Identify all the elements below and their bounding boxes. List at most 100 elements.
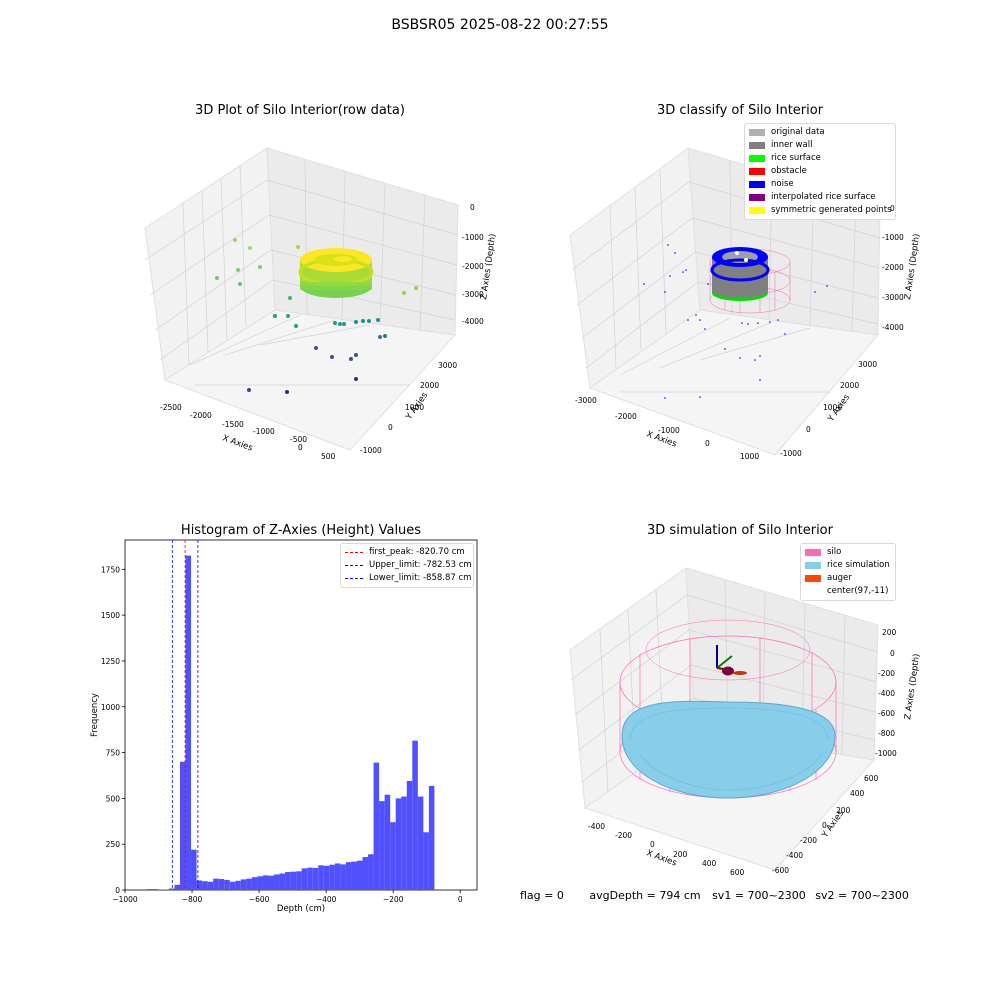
- histogram-bar: [296, 871, 302, 890]
- plot2-classified-cylinder: [710, 247, 770, 301]
- histogram-y-tick-label: 250: [106, 840, 121, 849]
- plot4-legend: silo rice simulation auger center(97,-11…: [800, 543, 896, 601]
- plot4-ztick: -1000: [875, 749, 897, 758]
- histogram-bar: [279, 873, 286, 890]
- histogram-bar: [174, 884, 180, 890]
- plot4-xtick: 600: [730, 868, 745, 877]
- legend-swatch: [805, 562, 821, 569]
- plot2-xtick: 1000: [740, 452, 759, 461]
- status-avg-depth: avgDepth = 794 cm: [589, 889, 701, 902]
- legend-item-inner-wall: inner wall: [749, 139, 891, 152]
- histogram-bar: [152, 889, 158, 890]
- histogram-bar: [423, 832, 429, 890]
- histogram-bar: [379, 801, 385, 890]
- histogram-y-tick-label: 0: [115, 886, 120, 895]
- status-line: flag = 0 avgDepth = 794 cm sv1 = 700~230…: [520, 889, 913, 902]
- plot2-floor-pane: [588, 309, 879, 456]
- histogram-y-tick-label: 500: [106, 794, 121, 803]
- histogram-bar: [395, 798, 402, 890]
- histogram-bar: [196, 880, 203, 890]
- legend-label: symmetric generated points: [771, 205, 892, 215]
- histogram-y-tick-label: 1000: [101, 703, 120, 712]
- histogram-y-ticks: 0 250 500 750 1000 1250 1500 1750: [101, 565, 125, 895]
- legend-line-swatch: [345, 578, 363, 579]
- legend-swatch: [749, 207, 765, 214]
- plot1-x-ticks: -2500 -2000 -1500 -1000 -500 0 500: [160, 403, 336, 460]
- plot4-ytick: -200: [800, 836, 817, 845]
- plot1-ytick: 2000: [420, 381, 439, 390]
- legend-swatch: [749, 181, 765, 188]
- plot1-ytick: 1000: [405, 403, 424, 412]
- histogram-bar: [368, 854, 374, 890]
- status-flag: flag = 0: [520, 889, 564, 902]
- plot1-title: 3D Plot of Silo Interior(row data): [195, 103, 405, 118]
- plot4-xtick: 200: [673, 850, 688, 859]
- plot2-z-label: Z Axies (Depth): [903, 233, 922, 300]
- plot4-ztick: -800: [878, 729, 895, 738]
- histogram-legend: first_peak: -820.70 cm Upper_limit: -782…: [340, 543, 474, 588]
- histogram-bar: [318, 865, 324, 890]
- plot4-y-ticks: -600 -400 -200 0 200 400 600: [772, 774, 879, 875]
- plot1-ytick: 3000: [438, 361, 457, 370]
- histogram-bar: [213, 878, 219, 890]
- plot2-ztick: -4000: [882, 323, 904, 332]
- legend-item-noise: noise: [749, 178, 891, 191]
- plot1-xtick: 0: [298, 443, 303, 452]
- legend-item-silo: silo: [805, 546, 891, 559]
- histogram-x-tick-label: −1000: [112, 895, 138, 904]
- histogram-chart: −1000 −800 −600 −400 −200 0 0 250 500 750 1000 125…: [90, 539, 478, 914]
- histogram-bar: [251, 877, 258, 890]
- plot1-z-ticks: 0 -1000 -2000 -3000 -4000: [462, 203, 484, 326]
- plot1-xtick: -2000: [190, 411, 212, 420]
- histogram-bar: [274, 874, 280, 890]
- legend-item-rice-surface: rice surface: [749, 152, 891, 165]
- plot2-noise-points: [643, 244, 828, 399]
- plot2-xtick: 0: [705, 439, 710, 448]
- histogram-x-label: Depth (cm): [277, 904, 325, 914]
- legend-label: rice simulation: [827, 560, 890, 570]
- histogram-bars: [146, 555, 435, 890]
- plot1-xtick: 500: [321, 452, 336, 460]
- plot1-xtick: -1500: [222, 420, 244, 429]
- plot4-ztick: -400: [878, 689, 895, 698]
- legend-item-first-peak: first_peak: -820.70 cm: [345, 546, 469, 559]
- plot2-3d-classify: original data inner wall rice surface ob…: [569, 123, 922, 461]
- histogram-bar: [191, 849, 197, 890]
- plot2-xtick: -1000: [658, 426, 680, 435]
- plot2-ytick: 0: [806, 425, 811, 434]
- plot4-auger: [716, 645, 747, 676]
- plot4-ztick: 0: [890, 649, 895, 658]
- legend-label: interpolated rice surface: [771, 192, 876, 202]
- plot2-y-ticks: -1000 0 1000 2000 3000: [780, 360, 877, 458]
- plot1-ztick: -3000: [462, 290, 484, 299]
- legend-line-swatch: [345, 565, 363, 566]
- plot4-xtick: -400: [588, 822, 605, 831]
- plot2-ztick: 0: [890, 204, 895, 213]
- plot1-ztick: -1000: [462, 233, 484, 242]
- histogram-y-tick-label: 750: [106, 749, 121, 758]
- plot4-x-ticks: -400 -200 0 200 400 600: [588, 822, 745, 877]
- plot4-ytick: 400: [850, 789, 865, 798]
- legend-swatch: [749, 194, 765, 201]
- legend-swatch: [749, 142, 765, 149]
- histogram-bar: [340, 864, 346, 890]
- plot4-rice-surface: [621, 700, 836, 799]
- histogram-bar: [235, 880, 241, 890]
- plot1-y-ticks: -1000 0 1000 2000 3000: [360, 361, 457, 455]
- histogram-bar: [240, 879, 247, 890]
- histogram-bar: [224, 879, 230, 890]
- legend-label: noise: [771, 179, 794, 189]
- plot1-ytick: 0: [388, 423, 393, 432]
- histogram-bar: [373, 762, 380, 890]
- plot1-xtick: -2500: [160, 403, 182, 412]
- histogram-bar: [417, 796, 424, 890]
- legend-item-rice-simulation: rice simulation: [805, 559, 891, 572]
- plot4-ytick: -600: [772, 866, 789, 875]
- histogram-title: Histogram of Z-Axies (Height) Values: [180, 523, 422, 538]
- histogram-bar: [301, 868, 308, 890]
- legend-label: original data: [771, 127, 825, 137]
- legend-label: silo: [827, 547, 842, 557]
- histogram-bar: [157, 889, 164, 890]
- histogram-bar: [257, 876, 263, 890]
- plot1-silo-cylinder: [298, 248, 374, 298]
